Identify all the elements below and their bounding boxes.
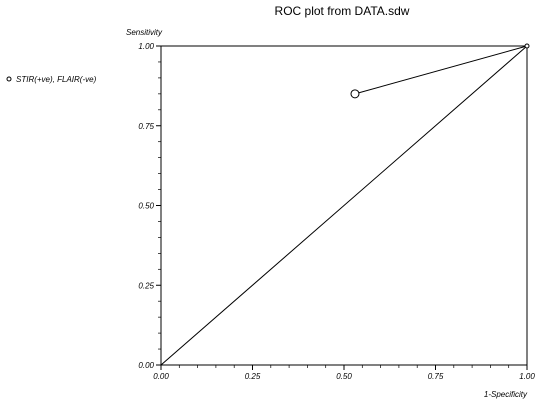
legend-label: STIR(+ve), FLAIR(-ve) <box>16 75 97 84</box>
x-tick-label: 1.00 <box>519 372 535 381</box>
x-tick-label: 0.50 <box>336 372 352 381</box>
x-tick-label: 0.00 <box>153 372 169 381</box>
y-axis-label: Sensitivity <box>126 28 163 37</box>
data-point <box>350 89 360 99</box>
legend: STIR(+ve), FLAIR(-ve) <box>6 75 97 84</box>
y-tick-label: 0.25 <box>138 281 154 290</box>
x-tick-label: 0.75 <box>428 372 444 381</box>
plot-area <box>160 43 530 366</box>
y-tick-label: 0.00 <box>138 361 154 370</box>
legend-marker <box>6 76 12 82</box>
x-axis-label: 1-Specificity <box>484 390 528 399</box>
ticks: 0.00 0.25 0.50 0.75 1.00 0.00 0.25 0.50 0.75 1.00 <box>138 42 535 381</box>
reference-diagonal-line <box>160 45 528 366</box>
data-point <box>524 43 530 49</box>
chart-title: ROC plot from DATA.sdw <box>275 4 410 18</box>
y-tick-label: 1.00 <box>138 42 154 51</box>
y-tick-label: 0.50 <box>138 202 154 211</box>
x-tick-label: 0.25 <box>245 372 261 381</box>
series-line <box>354 45 528 95</box>
y-tick-label: 0.75 <box>138 122 154 131</box>
